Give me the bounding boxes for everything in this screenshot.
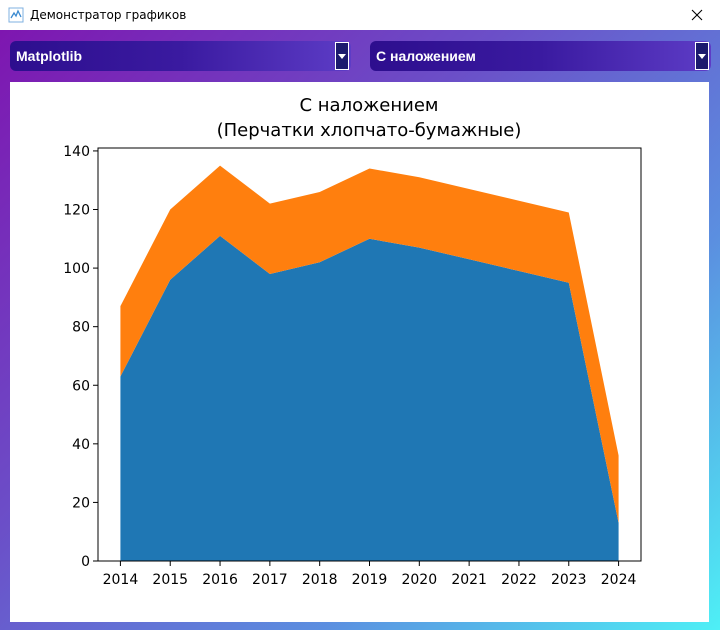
y-tick-label: 100 bbox=[63, 261, 90, 277]
x-tick-label: 2016 bbox=[202, 572, 238, 588]
y-tick-label: 40 bbox=[72, 437, 90, 453]
mode-select-value: С наложением bbox=[376, 48, 476, 64]
x-tick-label: 2023 bbox=[551, 572, 587, 588]
plot-panel: С наложением (Перчатки хлопчато-бумажные… bbox=[10, 82, 709, 622]
y-tick-label: 80 bbox=[72, 320, 90, 336]
x-tick-label: 2021 bbox=[451, 572, 487, 588]
area-series-group bbox=[120, 165, 619, 561]
x-tick-label: 2014 bbox=[103, 572, 139, 588]
main-client-area: Matplotlib С наложением С наложением (Пе… bbox=[0, 30, 720, 630]
x-tick-label: 2024 bbox=[601, 572, 637, 588]
x-tick-label: 2022 bbox=[501, 572, 537, 588]
library-select[interactable]: Matplotlib bbox=[10, 41, 351, 71]
x-tick-label: 2015 bbox=[152, 572, 188, 588]
mode-select-chevron-down-icon[interactable] bbox=[695, 42, 709, 70]
area-chart: С наложением (Перчатки хлопчато-бумажные… bbox=[63, 95, 642, 588]
area-series-1 bbox=[120, 235, 619, 561]
x-tick-label: 2020 bbox=[401, 572, 437, 588]
y-axis: 0 20 40 60 80 100 120 140 bbox=[63, 144, 98, 570]
area-series-2 bbox=[120, 165, 619, 523]
chart-title: С наложением bbox=[299, 95, 438, 116]
x-tick-label: 2017 bbox=[252, 572, 288, 588]
y-tick-label: 140 bbox=[63, 144, 90, 160]
x-tick-label: 2018 bbox=[302, 572, 338, 588]
y-tick-label: 0 bbox=[81, 554, 90, 570]
chart-subtitle: (Перчатки хлопчато-бумажные) bbox=[217, 120, 522, 141]
window-title: Демонстратор графиков bbox=[30, 8, 187, 22]
app-chart-icon bbox=[8, 7, 24, 23]
x-tick-label: 2019 bbox=[352, 572, 388, 588]
y-tick-label: 60 bbox=[72, 378, 90, 394]
y-tick-label: 20 bbox=[72, 495, 90, 511]
close-icon bbox=[691, 9, 703, 21]
library-select-value: Matplotlib bbox=[16, 48, 83, 64]
y-tick-label: 120 bbox=[63, 203, 90, 219]
x-axis: 2014 2015 2016 2017 2018 2019 2020 2021 2022 2023… bbox=[103, 561, 637, 588]
title-bar: Демонстратор графиков bbox=[0, 0, 720, 30]
mode-select[interactable]: С наложением bbox=[370, 41, 711, 71]
library-select-chevron-down-icon[interactable] bbox=[335, 42, 349, 70]
close-button[interactable] bbox=[674, 0, 720, 30]
